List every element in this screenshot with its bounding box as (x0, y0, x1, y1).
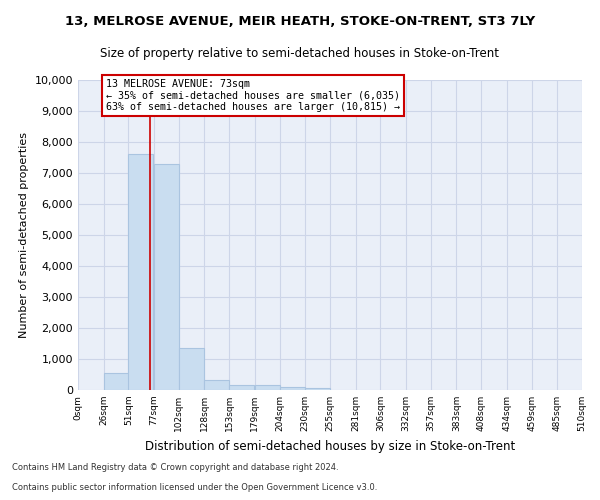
Text: 13, MELROSE AVENUE, MEIR HEATH, STOKE-ON-TRENT, ST3 7LY: 13, MELROSE AVENUE, MEIR HEATH, STOKE-ON… (65, 15, 535, 28)
Text: 13 MELROSE AVENUE: 73sqm
← 35% of semi-detached houses are smaller (6,035)
63% o: 13 MELROSE AVENUE: 73sqm ← 35% of semi-d… (106, 79, 400, 112)
X-axis label: Distribution of semi-detached houses by size in Stoke-on-Trent: Distribution of semi-detached houses by … (145, 440, 515, 452)
Bar (305, 388, 330, 390)
Bar (128, 154, 154, 390)
Text: Contains HM Land Registry data © Crown copyright and database right 2024.: Contains HM Land Registry data © Crown c… (12, 464, 338, 472)
Bar (104, 372, 128, 390)
Bar (205, 380, 229, 390)
Bar (229, 384, 254, 390)
Bar (154, 164, 179, 390)
Bar (280, 387, 305, 390)
Text: Size of property relative to semi-detached houses in Stoke-on-Trent: Size of property relative to semi-detach… (101, 48, 499, 60)
Text: Contains public sector information licensed under the Open Government Licence v3: Contains public sector information licen… (12, 484, 377, 492)
Bar (255, 386, 280, 390)
Bar (179, 348, 204, 390)
Y-axis label: Number of semi-detached properties: Number of semi-detached properties (19, 132, 29, 338)
